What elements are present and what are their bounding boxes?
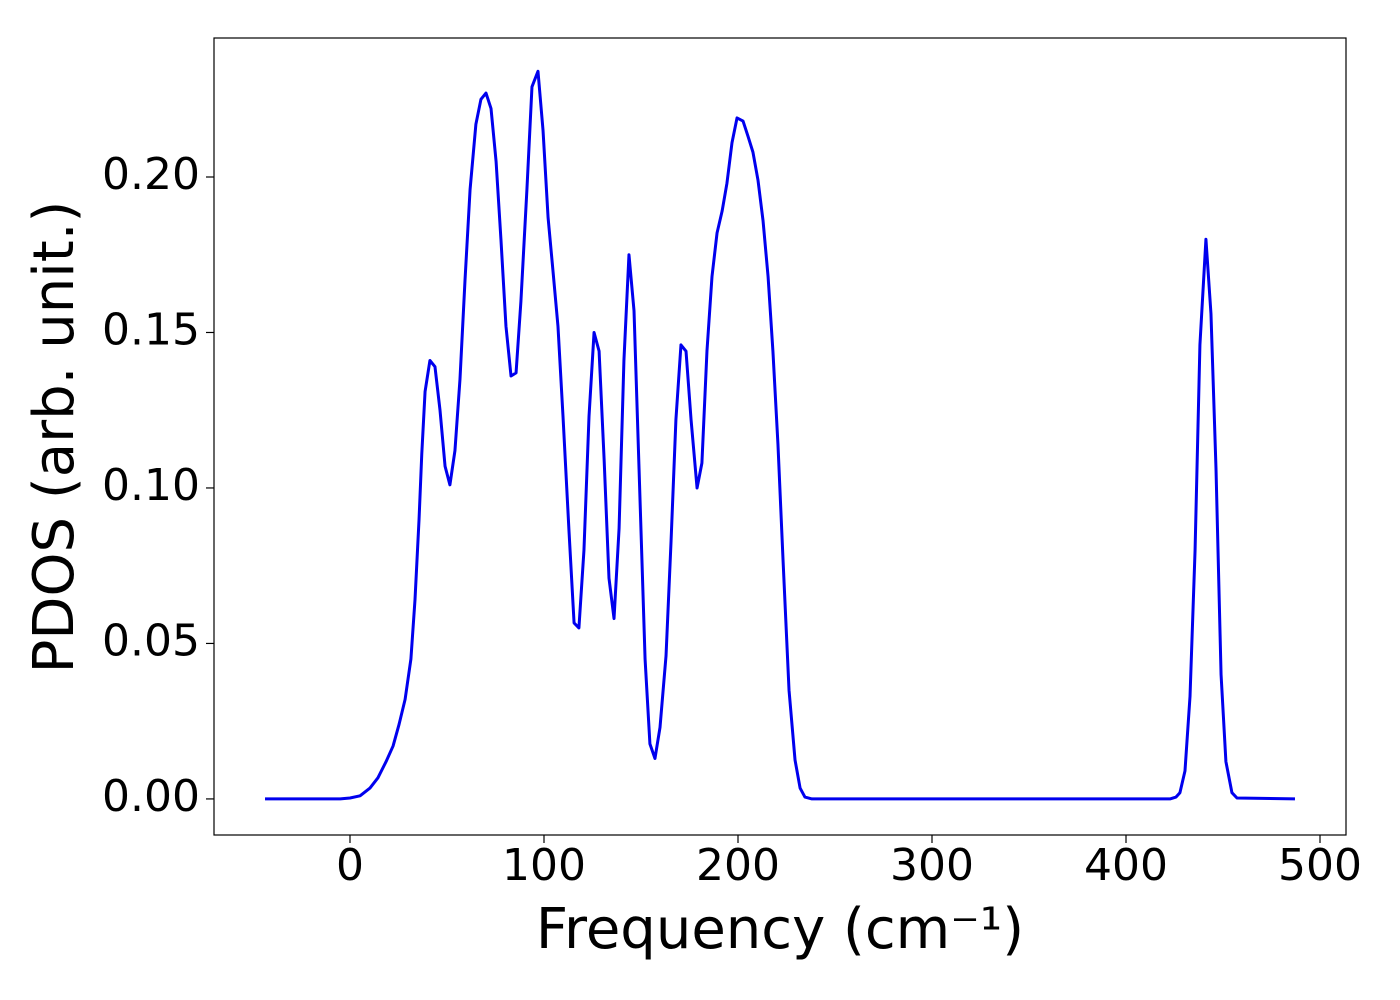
x-tick-label: 200 [696,840,780,891]
x-axis-label: Frequency (cm⁻¹) [536,897,1024,962]
x-tick-label: 100 [502,840,586,891]
plot-frame [213,37,1347,836]
x-tick-label: 0 [336,840,364,891]
x-tick-label: 300 [890,840,974,891]
y-tick-label: 0.05 [102,615,200,666]
y-tick-label: 0.15 [102,304,200,355]
data-line [265,69,1296,801]
y-tick-label: 0.20 [102,149,200,200]
x-tick-label: 500 [1278,840,1362,891]
y-axis-label: PDOS (arb. unit.) [22,201,87,674]
x-tick-label: 400 [1084,840,1168,891]
y-tick-label: 0.10 [102,460,200,511]
y-tick-label: 0.00 [102,771,200,822]
